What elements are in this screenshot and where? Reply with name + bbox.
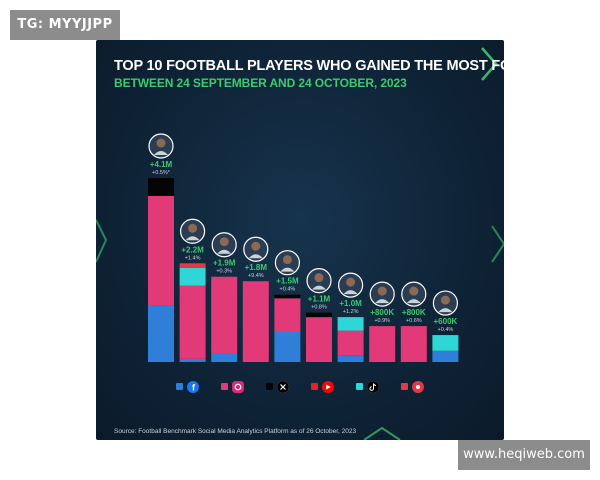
player-head-icon bbox=[409, 286, 419, 296]
gain-label: +4.1M bbox=[150, 160, 173, 169]
facebook-glyph: f bbox=[192, 383, 196, 393]
bar-segment-facebook bbox=[211, 353, 238, 362]
bar-segment-instagram bbox=[400, 326, 427, 362]
player-head-icon bbox=[251, 241, 261, 251]
pct-label: +1.4% bbox=[185, 255, 201, 261]
tiktok-note-glyph bbox=[369, 383, 377, 391]
bar-segment-instagram bbox=[211, 276, 238, 354]
bar-segment-instagram bbox=[274, 298, 301, 332]
watermark-top-left: TG: MYYJJPP bbox=[10, 10, 120, 40]
instagram-lens bbox=[234, 383, 242, 391]
gain-label: +1.5M bbox=[276, 277, 299, 286]
neon-arrow-decoration-right bbox=[96, 47, 504, 440]
youtube-play-glyph bbox=[326, 384, 331, 390]
gain-label: +1.9M bbox=[213, 259, 236, 268]
legend-swatch-youtube bbox=[311, 383, 318, 390]
player-head-icon bbox=[282, 255, 292, 265]
gain-label: +1.8M bbox=[245, 263, 268, 272]
chart-subtitle: BETWEEN 24 SEPTEMBER AND 24 OCTOBER, 202… bbox=[114, 76, 407, 90]
pct-label: +0.8% bbox=[311, 305, 327, 311]
source-note: Source: Football Benchmark Social Media … bbox=[114, 428, 357, 435]
bar-segment-instagram bbox=[179, 285, 206, 359]
bar-segment-x bbox=[306, 312, 332, 318]
bar-segment-instagram bbox=[337, 330, 364, 356]
player-shoulders-icon bbox=[280, 267, 295, 272]
instagram-icon bbox=[232, 381, 244, 393]
bar-segment-x bbox=[148, 178, 174, 196]
infographic-card: TOP 10 FOOTBALL PLAYERS WHO GAINED THE M… bbox=[96, 40, 504, 440]
player-shoulders-icon bbox=[248, 254, 263, 259]
pct-label: +0.5%* bbox=[152, 170, 171, 176]
pct-label: +0.3% bbox=[216, 269, 232, 275]
player-shoulders-icon bbox=[438, 308, 453, 313]
bar-segment-tiktok bbox=[337, 317, 364, 331]
legend-swatch-facebook bbox=[176, 383, 183, 390]
gain-label: +800K bbox=[402, 308, 426, 317]
gain-label: +1.1M bbox=[308, 295, 331, 304]
gain-label: +600K bbox=[434, 317, 458, 326]
gain-label: +1.0M bbox=[339, 299, 362, 308]
gain-label: +2.2M bbox=[181, 245, 204, 254]
player-head-icon bbox=[314, 273, 324, 283]
bar-segment-instagram bbox=[242, 281, 269, 362]
stacked-bar-chart: +0.5%*+4.1M +1.4%+2.2M +0.3%+1.9M +9.4%+1.8… bbox=[148, 133, 459, 394]
bar-segment-instagram bbox=[148, 195, 174, 306]
player-shoulders-icon bbox=[343, 290, 358, 295]
player-head-icon bbox=[219, 237, 229, 247]
player-head-icon bbox=[188, 223, 198, 233]
player-head-icon bbox=[346, 277, 356, 287]
pct-label: +0.6% bbox=[406, 318, 422, 324]
player-head-icon bbox=[377, 286, 387, 296]
other-glyph bbox=[416, 385, 420, 389]
player-shoulders-icon bbox=[185, 236, 200, 241]
player-shoulders-icon bbox=[375, 299, 390, 304]
pct-label: +1.2% bbox=[343, 309, 359, 315]
pct-label: +0.4% bbox=[280, 287, 296, 293]
bar-segment-instagram bbox=[306, 317, 332, 362]
pct-label: +0.9% bbox=[374, 318, 390, 324]
bar-segment-facebook bbox=[148, 305, 174, 362]
gain-label: +800K bbox=[370, 308, 394, 317]
bar-segment-tiktok bbox=[179, 267, 206, 286]
bar-segment-facebook bbox=[337, 355, 364, 362]
legend-swatch-instagram bbox=[221, 383, 228, 390]
watermark-bottom-right: www.heqiweb.com bbox=[458, 440, 590, 470]
player-shoulders-icon bbox=[312, 285, 326, 290]
bar-segment-facebook bbox=[274, 331, 301, 362]
bar-segment-x bbox=[274, 294, 301, 299]
facebook-icon bbox=[187, 381, 199, 393]
pct-label: +0.4% bbox=[438, 327, 454, 333]
x-glyph bbox=[280, 384, 286, 390]
player-shoulders-icon bbox=[406, 299, 421, 304]
legend-swatch-x bbox=[266, 383, 273, 390]
pct-label: +9.4% bbox=[248, 273, 264, 279]
bar-segment-tiktok bbox=[432, 335, 459, 351]
player-head-icon bbox=[440, 295, 450, 305]
bar-segment-facebook bbox=[432, 350, 459, 362]
player-head-icon bbox=[156, 138, 166, 148]
bar-segment-facebook bbox=[179, 358, 206, 362]
chart-title: TOP 10 FOOTBALL PLAYERS WHO GAINED THE M… bbox=[114, 58, 504, 74]
legend-swatch-other bbox=[401, 383, 408, 390]
bar-segment-instagram bbox=[369, 326, 396, 362]
player-shoulders-icon bbox=[217, 249, 232, 254]
player-shoulders-icon bbox=[154, 151, 168, 155]
bar-segment-other bbox=[179, 263, 206, 268]
legend-swatch-tiktok bbox=[356, 383, 363, 390]
